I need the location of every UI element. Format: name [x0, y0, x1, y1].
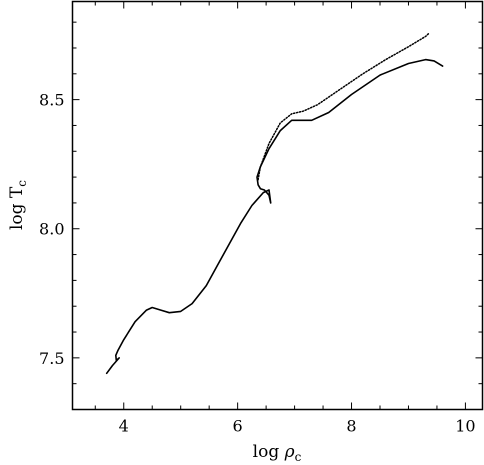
y-tick-label: 8.5 [39, 91, 64, 110]
plot-frame [71, 0, 484, 411]
y-tick-label: 8.0 [39, 220, 64, 239]
series-1-solid-line [105, 58, 444, 375]
tick-labels: 4 6 8 10 7.5 8.0 8.5 [39, 91, 476, 436]
series-2-dotted-line [257, 33, 430, 181]
axis-ticks [72, 1, 483, 410]
series-group [105, 33, 444, 375]
x-tick-label: 4 [119, 417, 129, 436]
x-axis-label: log ρc [253, 442, 302, 464]
x-tick-label: 8 [346, 417, 356, 436]
y-tick-label: 7.5 [39, 349, 64, 368]
y-axis-label: log Tc [7, 180, 29, 230]
x-tick-label: 10 [455, 417, 475, 436]
x-tick-label: 6 [233, 417, 243, 436]
